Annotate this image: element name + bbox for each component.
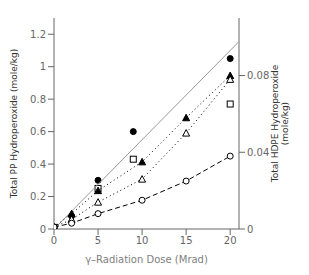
svg-text:0: 0 [51,235,57,246]
svg-text:0.2: 0.2 [30,191,46,202]
svg-text:1: 1 [40,61,46,72]
svg-text:20: 20 [224,235,237,246]
svg-text:γ–Radiation Dose (Mrad): γ–Radiation Dose (Mrad) [85,254,208,265]
svg-text:0.08: 0.08 [247,70,269,81]
svg-text:0: 0 [40,224,46,235]
svg-text:10: 10 [136,235,149,246]
svg-text:0.4: 0.4 [30,159,46,170]
svg-text:Total HDPE Hydroperoxide(mole/: Total HDPE Hydroperoxide(mole/kg) [270,64,290,183]
svg-text:0: 0 [247,224,253,235]
svg-text:5: 5 [95,235,101,246]
svg-text:Total PP Hydroperoxide (mole/k: Total PP Hydroperoxide (mole/kg) [9,49,19,200]
svg-text:0.8: 0.8 [30,94,46,105]
svg-text:0.04: 0.04 [247,147,269,158]
svg-text:1.2: 1.2 [30,29,46,40]
svg-text:15: 15 [180,235,193,246]
svg-text:0.6: 0.6 [30,126,46,137]
